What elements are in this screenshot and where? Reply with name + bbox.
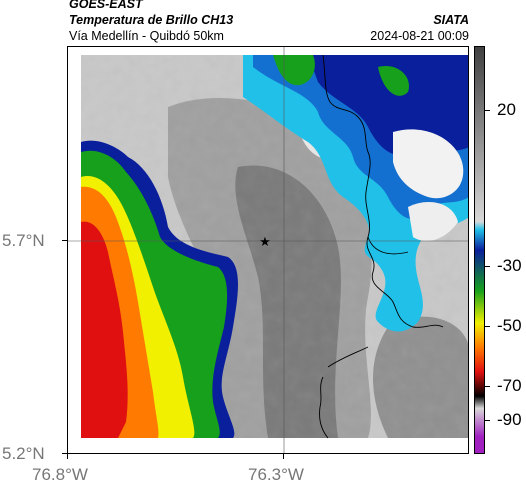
y-tick-label: 5.2°N <box>2 444 45 463</box>
colorbar-label: -90 <box>497 410 522 429</box>
map-canvas: ★ <box>68 47 468 453</box>
x-tick-mark-2 <box>283 454 284 459</box>
green-patch-ne <box>378 66 409 96</box>
clear-patch-ne <box>393 129 464 199</box>
colorbar-tick <box>485 110 490 111</box>
y-tick-mark-1 <box>62 240 67 241</box>
y-tick-label: 5.7°N <box>2 231 45 250</box>
red-core-west <box>81 221 128 438</box>
deep-blue-region <box>308 55 468 156</box>
x-tick-label: 76.3°W <box>248 465 304 484</box>
colorbar-tick <box>485 420 490 421</box>
border-line <box>322 54 444 328</box>
region-subtitle: Vía Medellín - Quibdó 50km <box>69 29 224 43</box>
star-icon[interactable]: ★ <box>259 235 271 250</box>
x-tick-mark-1 <box>67 454 68 459</box>
x-tick-label: 76.8°W <box>32 465 88 484</box>
datetime-label: 2024-08-21 00:09 <box>370 29 469 43</box>
satellite-map[interactable]: ★ <box>67 46 469 454</box>
colorbar-tick <box>485 326 490 327</box>
colorbar-label: -50 <box>497 316 522 335</box>
colorbar <box>474 46 485 454</box>
colorbar-label: 20 <box>497 100 516 119</box>
source-label: SIATA <box>433 13 469 27</box>
product-title: Temperatura de Brillo CH13 <box>69 13 234 27</box>
colorbar-label: -70 <box>497 376 522 395</box>
border-line-south <box>319 346 369 439</box>
green-patch-north <box>273 55 315 86</box>
satellite-title: GOES-EAST <box>69 0 143 11</box>
colorbar-tick <box>485 266 490 267</box>
y-tick-mark-2 <box>62 453 67 454</box>
colorbar-label: -30 <box>497 256 522 275</box>
clear-patch-e <box>408 202 458 242</box>
colorbar-tick <box>485 386 490 387</box>
